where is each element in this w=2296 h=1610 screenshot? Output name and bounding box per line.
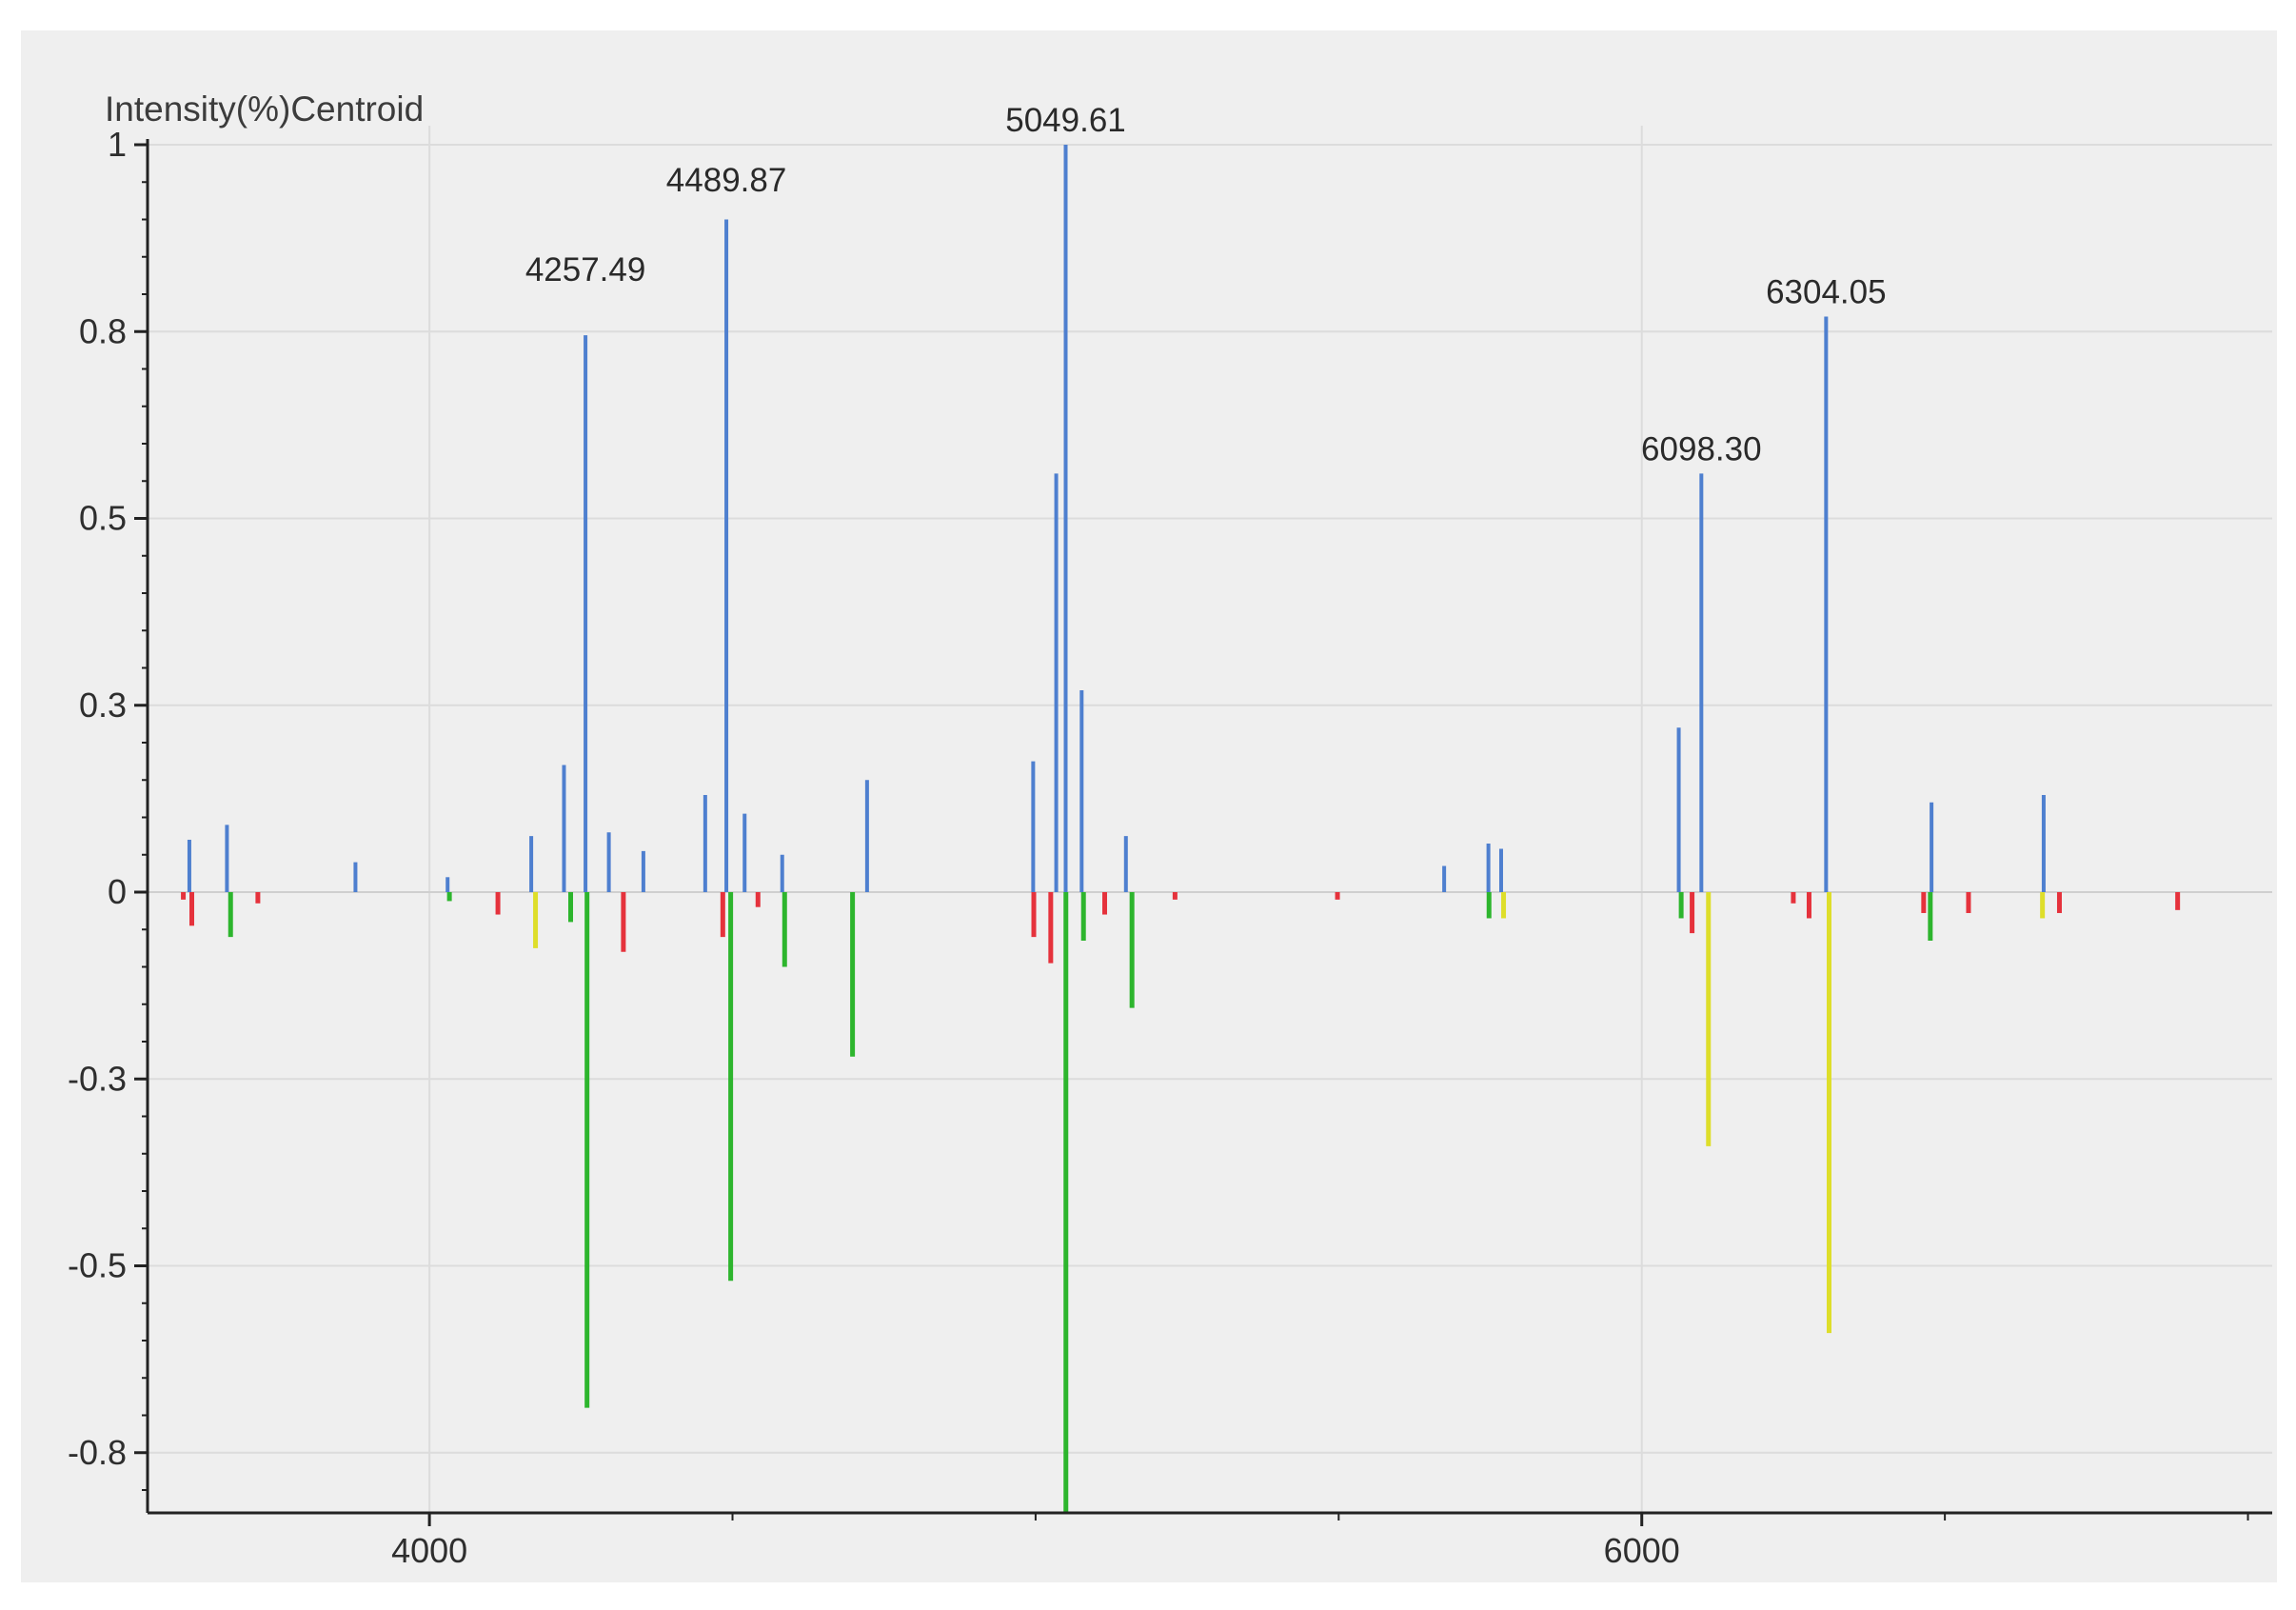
peak-label: 4489.87 xyxy=(666,162,787,199)
axes xyxy=(146,139,2272,1515)
peak-bars xyxy=(181,145,2181,1513)
grid xyxy=(148,126,2272,1513)
y-tick-label: 0.3 xyxy=(79,686,127,725)
x-tick-label: 6000 xyxy=(1604,1531,1680,1570)
chart-panel: 1 0.8 0.5 0.3 0 -0.3 -0.5 -0.8 4000 6000 4257.49 4… xyxy=(21,30,2277,1582)
peak-label: 4257.49 xyxy=(525,251,646,288)
y-tick-label: -0.5 xyxy=(68,1246,127,1285)
y-tick-label: 1 xyxy=(108,125,127,164)
y-tick-label: -0.8 xyxy=(68,1433,127,1472)
x-tick-label: 4000 xyxy=(391,1531,467,1570)
y-tick-label: -0.3 xyxy=(68,1059,127,1098)
y-axis-label: Intensity(%)Centroid xyxy=(105,89,425,129)
peak-label: 5049.61 xyxy=(1005,102,1126,139)
y-tick-label: 0.8 xyxy=(79,311,127,350)
y-tick-label: 0 xyxy=(108,872,127,911)
y-tick-label: 0.5 xyxy=(79,499,127,538)
peak-labels: 4257.49 4489.87 5049.61 6098.30 6304.05 xyxy=(525,102,1887,467)
ticks: 1 0.8 0.5 0.3 0 -0.3 -0.5 -0.8 4000 6000 xyxy=(68,125,2249,1570)
peak-label: 6098.30 xyxy=(1641,430,1762,467)
peak-label: 6304.05 xyxy=(1766,274,1887,311)
